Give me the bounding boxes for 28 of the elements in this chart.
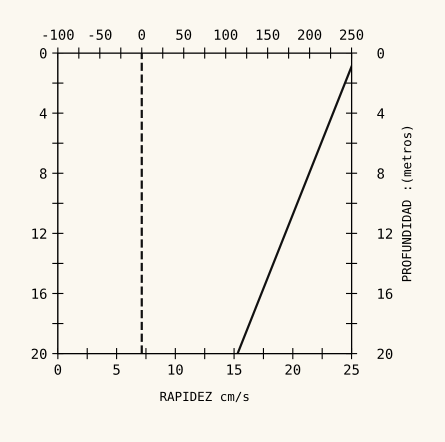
x-tick-label: 25	[344, 364, 359, 375]
y2-tick-label: 16	[378, 288, 392, 299]
x-tick-label: 15	[227, 364, 242, 375]
y2-tick-label: 8	[377, 168, 384, 179]
y2-axis-title: PROFUNDIDAD :(metros)	[402, 126, 413, 282]
x2-tick-label: 250	[340, 29, 364, 40]
y2-tick-label: 20	[378, 348, 392, 360]
x-tick-label: 20	[285, 364, 300, 375]
x2-tick-label: -100	[44, 29, 74, 40]
x2-tick-label: -50	[90, 29, 112, 40]
y-tick-label: 0	[40, 48, 47, 59]
x-tick-label: 0	[54, 364, 62, 375]
y-tick-label: 12	[32, 228, 46, 239]
y-tick-label: 16	[32, 288, 47, 299]
y2-tick-label: 12	[378, 228, 392, 239]
x-tick-label: 5	[113, 364, 120, 375]
x-axis-title: RAPIDEZ cm/s	[160, 392, 249, 402]
y2-tick-label: 0	[377, 48, 384, 59]
x2-tick-label: 0	[138, 29, 146, 40]
x-tick-label: 10	[168, 364, 183, 375]
x2-tick-label: 50	[176, 29, 192, 40]
x2-tick-label: 200	[298, 29, 322, 40]
x2-tick-label: 100	[214, 29, 238, 40]
x2-tick-label: 150	[256, 29, 280, 40]
y2-tick-label: 4	[377, 108, 384, 118]
y-tick-label: 8	[40, 168, 47, 179]
y-tick-label: 20	[32, 348, 47, 360]
y-tick-label: 4	[40, 108, 47, 118]
